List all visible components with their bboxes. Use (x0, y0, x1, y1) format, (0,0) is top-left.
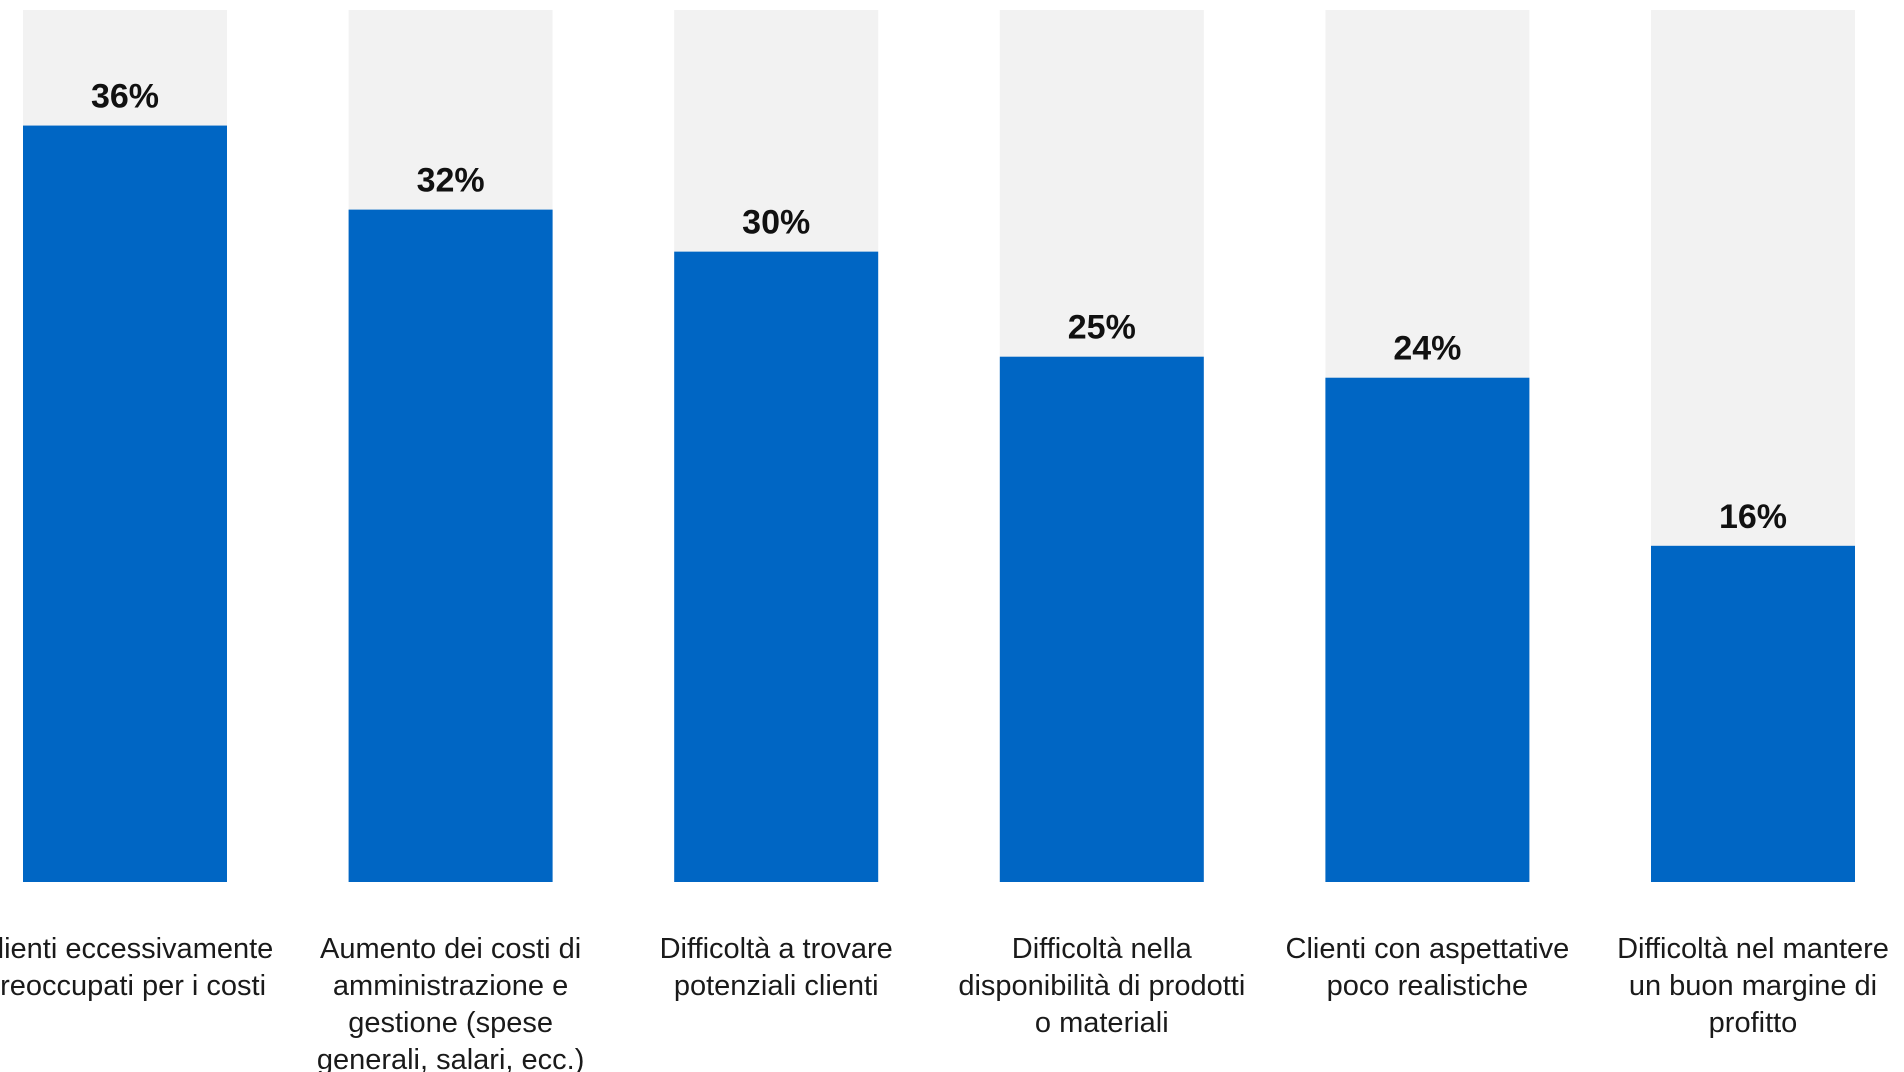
category-label-line: poco realistiche (1327, 970, 1529, 1002)
bar (348, 209, 553, 883)
category-label-line: gestione (spese (348, 1007, 553, 1039)
value-label: 32% (417, 162, 485, 200)
category-label-line: profitto (1709, 1007, 1798, 1039)
category-label: Clienti con aspettative poco realistiche (1286, 933, 1570, 1002)
value-label: 30% (742, 204, 810, 242)
category-label-line: generali, salari, ecc.) (317, 1044, 585, 1072)
category-label: Aumento dei costi di amministrazione e ges… (317, 933, 585, 1072)
bar (1651, 545, 1855, 882)
value-label: 36% (91, 78, 159, 116)
bar (674, 251, 879, 882)
category-label-line: amministrazione e (333, 970, 568, 1002)
bar (23, 125, 227, 882)
category-label-line: un buon margine di (1629, 970, 1877, 1002)
category-label: Difficoltà nel mantere un buon margine di… (1617, 933, 1889, 1039)
value-label: 16% (1719, 498, 1787, 536)
bar (1325, 377, 1530, 882)
category-label-line: Difficoltà nella (1012, 933, 1193, 965)
category-label: Clienti eccessivamente preoccupati per i … (0, 933, 273, 1002)
category-label-line: preoccupati per i costi (0, 970, 266, 1002)
value-label: 25% (1068, 309, 1136, 347)
category-label: Difficoltà nella disponibilità di prodott… (958, 933, 1245, 1039)
category-label: Difficoltà a trovare potenziali clienti (660, 933, 893, 1002)
category-label-line: Clienti eccessivamente (0, 933, 273, 965)
category-label-line: Clienti con aspettative (1286, 933, 1570, 965)
category-label-line: Difficoltà nel mantere (1617, 933, 1889, 965)
value-label: 24% (1393, 330, 1461, 368)
bar (999, 356, 1204, 882)
category-label-line: o materiali (1035, 1007, 1169, 1039)
category-label-line: Difficoltà a trovare (660, 933, 893, 965)
category-label-line: Aumento dei costi di (320, 933, 581, 965)
category-label-line: disponibilità di prodotti (958, 970, 1245, 1002)
category-label-line: potenziali clienti (674, 970, 879, 1002)
